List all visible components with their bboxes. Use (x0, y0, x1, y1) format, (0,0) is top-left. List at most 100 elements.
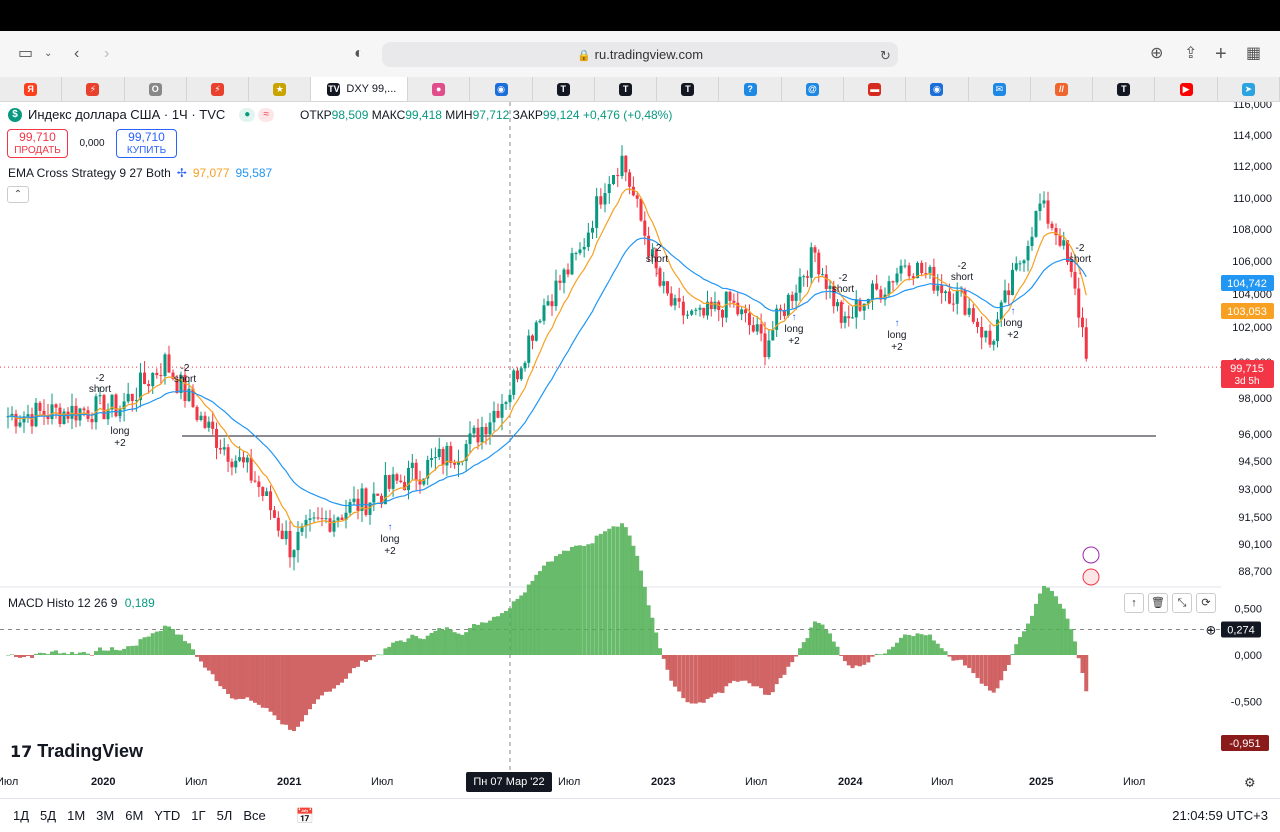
price-scale[interactable]: 116,000 114,000 112,000 110,000 108,000 106,0… (1221, 102, 1274, 578)
short-signal-value: -2 (653, 243, 662, 254)
range-button[interactable]: 1Д (13, 808, 30, 823)
browser-tab-10[interactable]: T (657, 77, 720, 101)
collapse-pane-icon[interactable]: ⤡ (1172, 593, 1192, 613)
browser-tab-18[interactable]: ▶ (1155, 77, 1218, 101)
candle-body (222, 447, 226, 450)
candle-body (1026, 246, 1030, 261)
forward-icon[interactable]: › (104, 45, 110, 62)
candle-body (399, 480, 403, 483)
time-tick-label: Июл (558, 776, 581, 788)
candle-body (187, 388, 191, 402)
reload-icon[interactable]: ↻ (880, 48, 891, 63)
browser-tab-0[interactable]: Я (0, 77, 63, 101)
browser-tab-19[interactable]: ➤ (1218, 77, 1280, 101)
range-button[interactable]: 1М (67, 808, 86, 823)
browser-tab-13[interactable]: ▬ (844, 77, 907, 101)
macd-bar (835, 646, 840, 655)
candle-body (666, 281, 669, 294)
browser-tab-1[interactable]: ⚡ (62, 77, 125, 101)
range-button[interactable]: 5Л (216, 808, 233, 823)
browser-tab-17[interactable]: T (1093, 77, 1156, 101)
macd-bar (1034, 603, 1038, 655)
browser-tab-6[interactable]: ● (408, 77, 471, 101)
macd-name[interactable]: MACD Histo 12 26 9 (8, 596, 118, 610)
browser-tab-9[interactable]: T (595, 77, 658, 101)
candle-body (591, 227, 594, 233)
macd-bar (488, 620, 492, 655)
candle-body (74, 405, 78, 421)
sell-button[interactable]: 99,710 ПРОДАТЬ (7, 129, 68, 158)
clock[interactable]: 21:04:59 UTC+3 (1172, 808, 1268, 823)
browser-tab-11[interactable]: ? (719, 77, 782, 101)
browser-tab-12[interactable]: @ (782, 77, 845, 101)
macd-bar (698, 655, 702, 703)
privacy-shield-icon[interactable]: ◐ (354, 45, 364, 62)
tab-overview-icon[interactable]: ▦ (1246, 45, 1262, 62)
range-button[interactable]: Все (243, 808, 266, 823)
lock-icon: 🔒 (576, 50, 591, 62)
add-plus-icon[interactable]: ⊕ (1206, 623, 1217, 638)
macd-bar (38, 652, 42, 655)
range-button[interactable]: 3М (96, 808, 115, 823)
indicator-name[interactable]: EMA Cross Strategy 9 27 Both (8, 166, 171, 180)
short-arrow-icon: ↓ (183, 386, 188, 397)
candle-body (94, 396, 98, 423)
macd-last-tag: -0,951 (1229, 738, 1260, 750)
candle-body (171, 372, 175, 379)
macd-bar (963, 655, 967, 666)
chart-canvas[interactable]: -2short↓-2short↓-2short↓-2short↓-2short↓… (0, 102, 1280, 798)
candle-body (809, 247, 813, 278)
macd-bar (866, 655, 871, 663)
chevron-down-icon[interactable]: ⌄ (44, 48, 53, 59)
delete-icon[interactable]: 🗑 (1148, 593, 1168, 613)
macd-bar (138, 639, 143, 655)
tradingview-logo[interactable]: 𝟭𝟳 TradingView (10, 741, 143, 762)
browser-tab-5[interactable]: TV DXY 99,... (311, 77, 409, 101)
more-icon[interactable]: ⟳ (1196, 593, 1216, 613)
back-icon[interactable]: ‹ (74, 45, 80, 62)
range-button[interactable]: 6М (125, 808, 144, 823)
indicator-settings-icon[interactable]: ✢ (176, 166, 187, 180)
browser-tab-16[interactable]: // (1031, 77, 1094, 101)
address-bar[interactable]: 🔒 ru.tradingview.com (382, 42, 898, 67)
browser-tab-3[interactable]: ⚡ (187, 77, 250, 101)
us-flag-event-icon[interactable] (1082, 568, 1100, 586)
range-button[interactable]: 1Г (191, 808, 206, 823)
candle-body (566, 269, 570, 275)
macd-bar (50, 651, 54, 655)
candle-body (167, 354, 171, 373)
browser-tab-2[interactable]: О (125, 77, 187, 101)
candle-body (546, 301, 550, 306)
symbol-title[interactable]: Индекс доллара США · 1Ч · TVC (28, 107, 226, 122)
delay-icon[interactable]: ≈ (258, 107, 275, 122)
sidebar-icon[interactable]: ▭ (18, 45, 34, 62)
new-tab-icon[interactable]: + (1215, 43, 1227, 65)
candle-body (999, 302, 1003, 320)
long-signal-label: long (888, 330, 907, 341)
candle-body (476, 427, 480, 443)
market-status-icon[interactable]: ● (239, 107, 256, 122)
macd-bar (701, 655, 706, 703)
browser-tab-4[interactable]: ★ (249, 77, 312, 101)
macd-bar (42, 653, 46, 655)
range-button[interactable]: 5Д (40, 808, 57, 823)
share-icon[interactable]: ⇪ (1184, 45, 1198, 62)
browser-tab-8[interactable]: T (533, 77, 595, 101)
browser-tab-7[interactable]: ◉ (470, 77, 533, 101)
collapse-legend-button[interactable]: ⌃ (7, 186, 29, 203)
candle-body (1018, 263, 1022, 265)
browser-tab-15[interactable]: ✉ (969, 77, 1031, 101)
date-range-icon[interactable]: 📅 (295, 807, 315, 825)
settings-gear-icon[interactable]: ⚙ (1244, 775, 1256, 790)
macd-bar (126, 646, 131, 655)
buy-button[interactable]: 99,710 КУПИТЬ (116, 129, 177, 158)
flash-event-icon[interactable] (1082, 546, 1100, 564)
macd-bar (1058, 603, 1062, 655)
browser-tab-14[interactable]: ◉ (906, 77, 969, 101)
favicon-icon: Я (24, 82, 38, 96)
high-value: 99,418 (405, 108, 442, 122)
range-button[interactable]: YTD (154, 808, 181, 823)
move-up-icon[interactable]: ↑ (1124, 593, 1144, 613)
download-icon[interactable]: ⊕ (1150, 45, 1164, 62)
candle-body (519, 368, 523, 380)
